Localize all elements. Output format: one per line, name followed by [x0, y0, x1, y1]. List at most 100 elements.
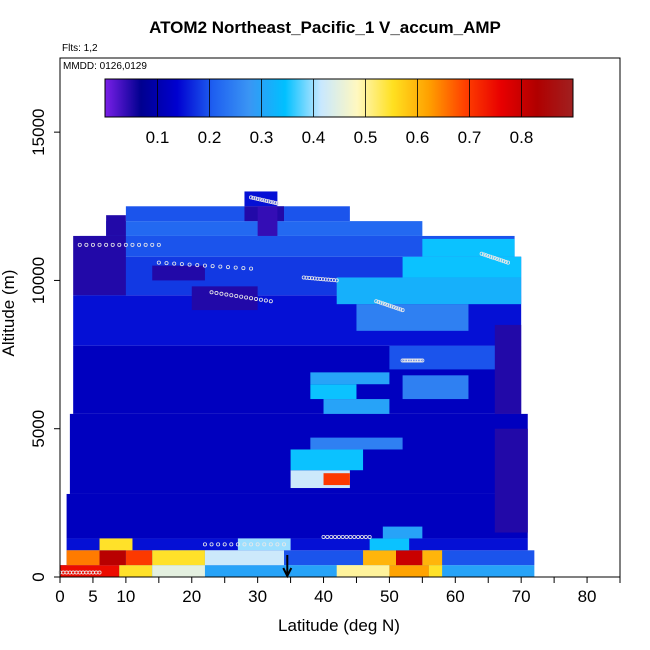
track-point	[325, 534, 330, 539]
x-axis-label: Latitude (deg N)	[278, 616, 400, 635]
track-point	[244, 295, 249, 300]
heatmap-cell	[396, 550, 423, 566]
track-point	[331, 278, 336, 283]
colorbar-tick-label: 0.8	[510, 128, 534, 147]
track-point	[420, 358, 425, 363]
colorbar-bar	[104, 78, 574, 118]
track-point	[275, 542, 280, 547]
track-point	[97, 242, 102, 247]
track-point	[210, 264, 215, 269]
heatmap-cell	[152, 565, 205, 577]
heatmap-cell	[191, 286, 258, 311]
track-point	[262, 542, 267, 547]
heatmap-cell	[389, 345, 508, 370]
track-point	[268, 199, 273, 204]
track-point	[234, 293, 239, 298]
track-point	[495, 256, 500, 261]
y-tick-label: 5000	[29, 410, 48, 448]
track-point	[301, 275, 306, 280]
track-point	[97, 570, 102, 575]
track-point	[273, 200, 278, 205]
y-tick-label: 0	[29, 572, 48, 581]
track-point	[110, 242, 115, 247]
track-point	[222, 542, 227, 547]
x-tick-label: 5	[88, 587, 97, 606]
heatmap-cell	[356, 304, 469, 331]
heatmap-cell	[422, 238, 515, 257]
track-point	[229, 542, 234, 547]
track-point	[268, 542, 273, 547]
track-point	[260, 197, 265, 202]
track-point	[320, 277, 325, 282]
track-point	[387, 303, 392, 308]
track-point	[497, 257, 502, 262]
heatmap-cell	[237, 538, 291, 551]
track-point	[400, 308, 405, 313]
heatmap-cell	[99, 538, 133, 551]
heatmap-cell	[310, 437, 403, 450]
colorbar-tick-label: 0.4	[302, 128, 326, 147]
track-point	[251, 195, 256, 200]
track-point	[235, 542, 240, 547]
track-point	[309, 276, 314, 281]
track-point	[367, 534, 372, 539]
track-point	[219, 291, 224, 296]
heatmap-cell	[369, 538, 410, 551]
track-point	[150, 242, 155, 247]
heatmap-cell	[336, 565, 390, 577]
track-point	[123, 242, 128, 247]
track-point	[164, 261, 169, 266]
track-point	[156, 260, 161, 265]
track-point	[312, 276, 317, 281]
track-point	[268, 299, 273, 304]
heatmap-cell	[389, 565, 429, 577]
track-point	[505, 260, 510, 265]
track-point	[202, 263, 207, 268]
colorbar-tick-label: 0.6	[406, 128, 430, 147]
track-point	[90, 242, 95, 247]
track-point	[492, 256, 497, 261]
heatmap-cell	[402, 256, 522, 278]
track-point	[214, 291, 219, 296]
heatmap-cell	[204, 550, 284, 566]
x-tick-label: 10	[116, 587, 135, 606]
track-point	[307, 275, 312, 280]
heatmap-cell	[310, 384, 357, 400]
track-point	[376, 299, 381, 304]
track-point	[352, 534, 357, 539]
flight-tracks	[58, 195, 510, 579]
track-point	[490, 255, 495, 260]
mmdd-label: MMDD: 0126,0129	[63, 61, 147, 72]
track-point	[249, 266, 254, 271]
heatmap-cell	[402, 375, 469, 400]
heatmap-cell	[66, 550, 100, 566]
x-tick-label: 60	[446, 587, 465, 606]
track-point	[255, 542, 260, 547]
track-point	[233, 265, 238, 270]
track-point	[263, 298, 268, 303]
track-point	[389, 304, 394, 309]
track-point	[383, 302, 388, 307]
track-point	[503, 259, 508, 264]
heatmap-cell	[119, 565, 153, 577]
track-point	[264, 198, 269, 203]
chart-title: ATOM2 Northeast_Pacific_1 V_accum_AMP	[149, 18, 501, 37]
track-point	[137, 242, 142, 247]
track-point	[218, 264, 223, 269]
track-point	[398, 307, 403, 312]
track-point	[202, 542, 207, 547]
track-point	[479, 251, 484, 256]
colorbar-tick-label: 0.5	[354, 128, 378, 147]
track-point	[156, 242, 161, 247]
heatmap-cell	[310, 372, 390, 385]
track-point	[253, 296, 258, 301]
heatmap-cell	[323, 399, 390, 414]
track-point	[321, 534, 326, 539]
track-point	[104, 242, 109, 247]
x-tick-label: 70	[512, 587, 531, 606]
heatmap-cell	[422, 550, 443, 566]
track-point	[249, 296, 254, 301]
track-point	[179, 262, 184, 267]
track-point	[249, 195, 254, 200]
